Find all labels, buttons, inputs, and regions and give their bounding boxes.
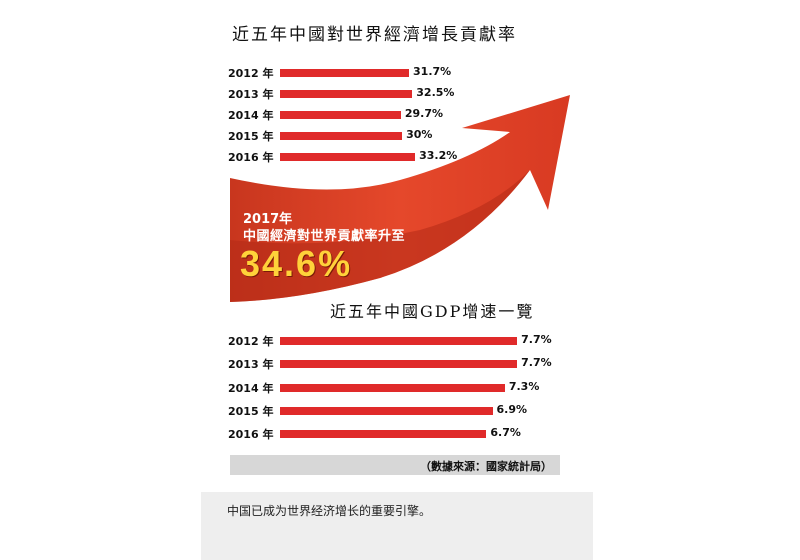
value-label: 30% [406, 128, 433, 141]
category-label: 2016 年 [228, 151, 274, 164]
source-text: （數據來源：國家統計局） [420, 460, 552, 473]
bar [280, 90, 413, 98]
value-label: 29.7% [404, 107, 444, 120]
caption-box: 中国已成为世界经济增长的重要引擎。 [201, 492, 593, 560]
category-label: 2016 年 [228, 428, 274, 442]
category-label: 2015 年 [228, 130, 274, 143]
category-label: 2014 年 [228, 109, 274, 122]
value-label: 6.9% [496, 402, 528, 416]
category-label: 2015 年 [228, 404, 274, 418]
category-label: 2013 年 [228, 358, 274, 372]
category-label: 2012 年 [228, 335, 274, 348]
highlight-value: 34.6% [240, 243, 353, 284]
bar [280, 111, 401, 119]
arrow-shade [230, 170, 530, 302]
bar [280, 406, 493, 415]
bar [280, 337, 518, 345]
caption-text: 中国已成为世界经济增长的重要引擎。 [227, 504, 432, 518]
value-label: 32.5% [416, 86, 455, 99]
chart1-title: 近五年中國對世界經濟增長貢獻率 [232, 25, 517, 45]
value-label: 6.7% [490, 426, 521, 440]
value-label: 7.7% [521, 356, 552, 370]
source-bar: （數據來源：國家統計局） [230, 455, 560, 475]
value-label: 7.3% [508, 379, 540, 393]
category-label: 2014 年 [228, 381, 274, 395]
highlight-text: 中國經濟對世界貢獻率升至 [243, 229, 406, 244]
chart2-title: 近五年中國GDP增速一覽 [330, 302, 535, 321]
bar [280, 430, 487, 439]
category-label: 2012 年 [228, 67, 274, 80]
bar [280, 153, 416, 161]
bar [280, 360, 518, 369]
value-label: 33.2% [419, 149, 458, 162]
bar [280, 132, 403, 140]
bar [280, 383, 505, 392]
category-label: 2013 年 [228, 88, 274, 101]
value-label: 7.7% [521, 333, 552, 346]
bar [280, 69, 410, 77]
value-label: 31.7% [413, 65, 452, 78]
highlight-year: 2017年 [243, 212, 293, 227]
